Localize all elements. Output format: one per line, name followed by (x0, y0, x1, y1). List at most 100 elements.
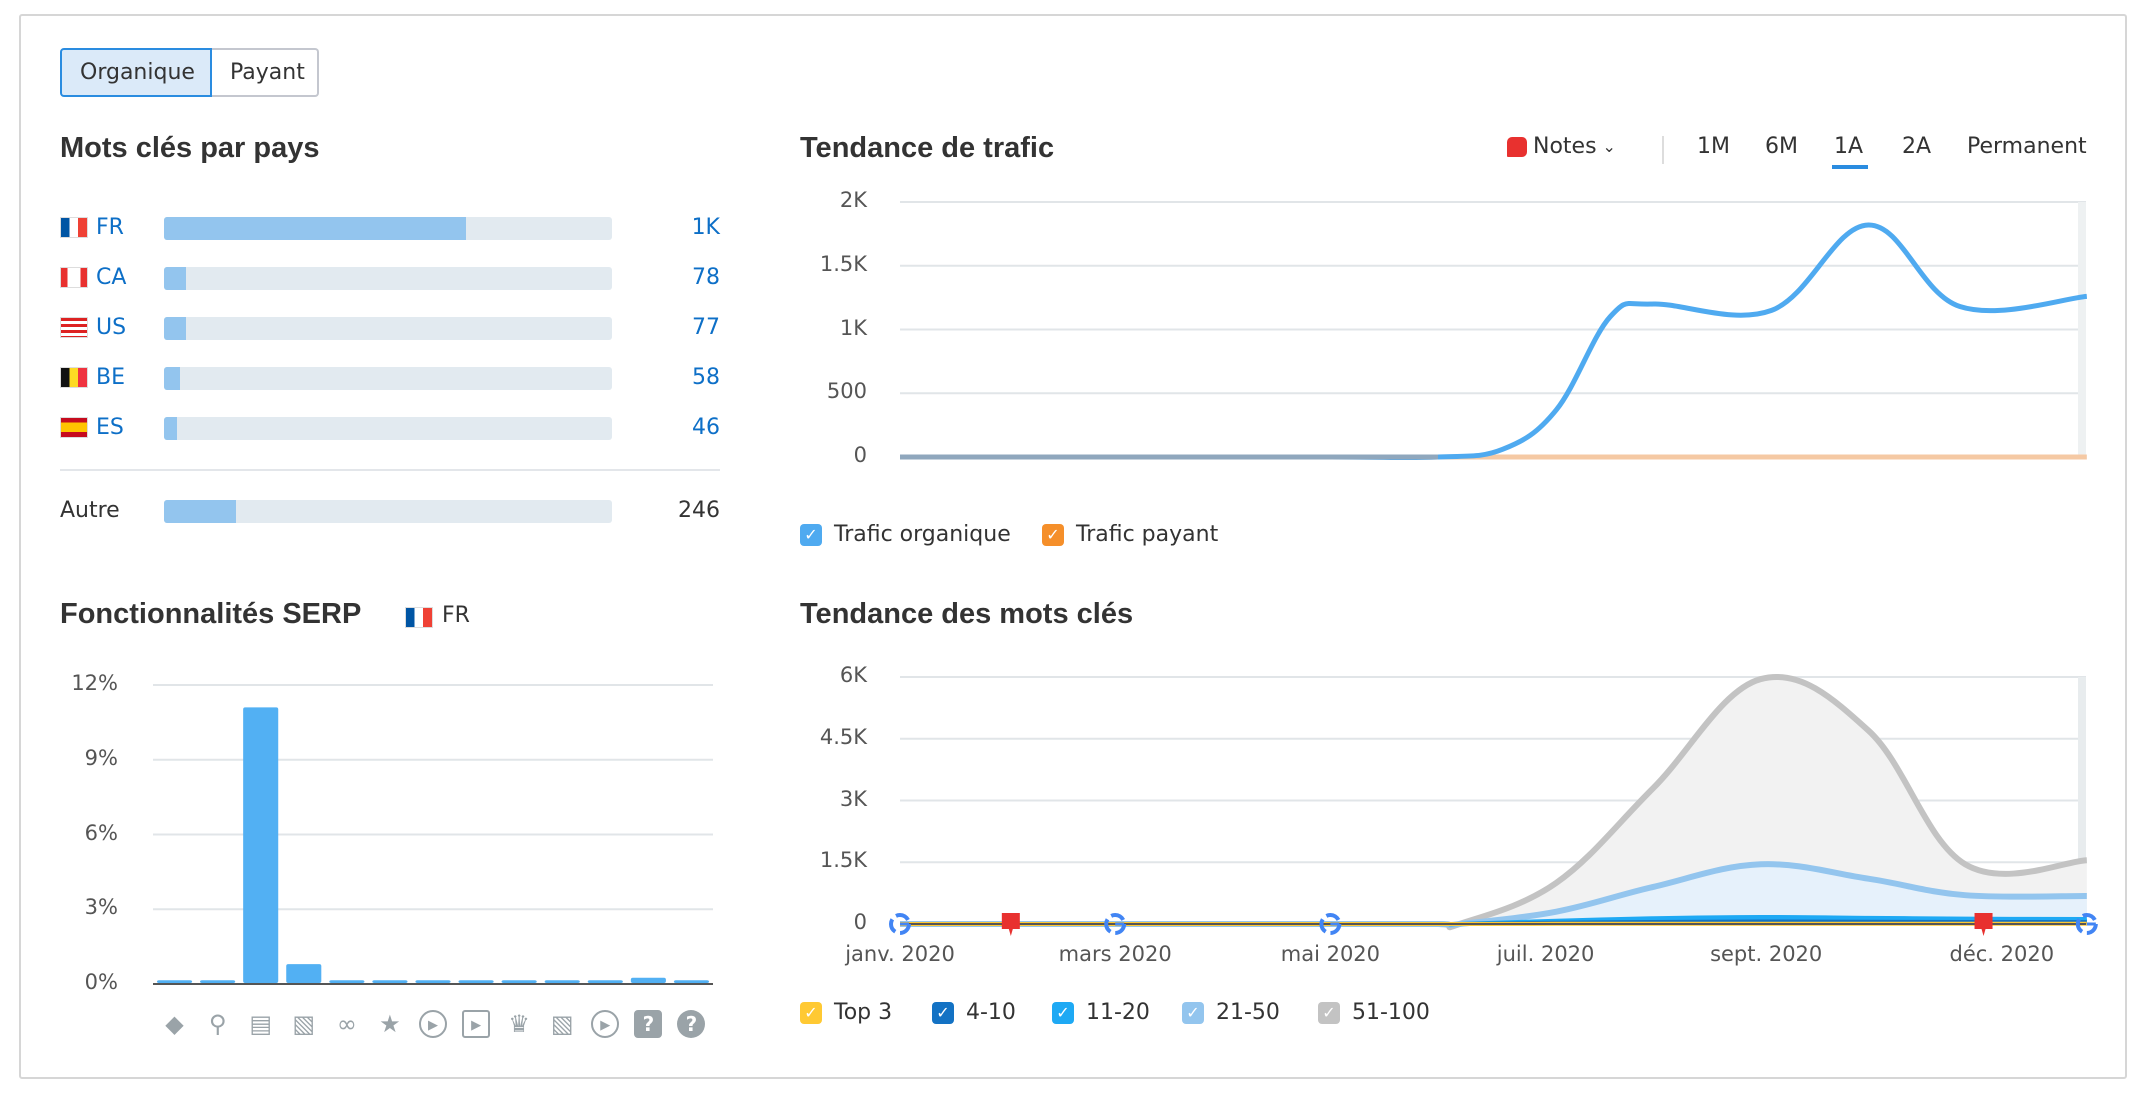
y-tick-label: 4.5K (819, 724, 867, 749)
country-code[interactable]: US (96, 315, 127, 340)
country-row-fr[interactable]: FR 1K (60, 213, 720, 243)
x-tick-label: janv. 2020 (845, 942, 955, 966)
y-tick-label: 3% (84, 895, 118, 920)
sitelinks-icon[interactable]: ∞ (336, 1010, 357, 1038)
country-row-other: Autre 246 (60, 496, 720, 526)
serp-bar[interactable] (587, 980, 623, 983)
country-bar-fill (164, 217, 466, 240)
legend-51-100[interactable]: ✓ 51-100 (1318, 1000, 1430, 1025)
legend-label: 11-20 (1086, 1000, 1150, 1025)
featured-video-icon[interactable]: ▶ (462, 1010, 491, 1038)
serp-bar[interactable] (673, 980, 709, 983)
legend-label: Trafic payant (1076, 522, 1219, 547)
local-pack-icon[interactable]: ⚲ (208, 1010, 227, 1038)
tab-organic[interactable]: Organique (60, 48, 212, 97)
country-bar-fill (164, 367, 180, 390)
google-update-icon[interactable] (2075, 913, 2098, 935)
google-update-icon[interactable] (1104, 913, 1127, 935)
image-icon[interactable]: ▧ (550, 1010, 574, 1038)
legend-label: Trafic organique (834, 522, 1011, 547)
serp-title: Fonctionnalités SERP (60, 598, 362, 630)
legend-organic[interactable]: ✓ Trafic organique (800, 522, 1011, 547)
checkbox-checked-icon: ✓ (1052, 1001, 1074, 1024)
serp-bar[interactable] (415, 980, 451, 983)
period-2a[interactable]: 2A (1902, 134, 1932, 159)
flag-be-icon (60, 367, 88, 388)
checkbox-checked-icon: ✓ (1042, 523, 1064, 546)
checkbox-checked-icon: ✓ (1182, 1001, 1204, 1024)
separator (1662, 136, 1664, 164)
faq-icon[interactable]: ? (634, 1010, 663, 1038)
serp-bar[interactable] (501, 980, 537, 983)
note-marker-icon[interactable] (1974, 913, 1993, 936)
country-code[interactable]: BE (96, 365, 125, 390)
checkbox-checked-icon: ✓ (1318, 1001, 1340, 1024)
country-value[interactable]: 46 (692, 415, 720, 440)
serp-bar[interactable] (329, 980, 365, 983)
legend-4-10[interactable]: ✓ 4-10 (932, 1000, 1016, 1025)
country-row-es[interactable]: ES 46 (60, 413, 720, 443)
serp-bar[interactable] (157, 980, 193, 983)
note-marker-icon[interactable] (1001, 913, 1020, 936)
country-value[interactable]: 78 (692, 265, 720, 290)
legend-21-50[interactable]: ✓ 21-50 (1182, 1000, 1280, 1025)
country-value[interactable]: 58 (692, 365, 720, 390)
legend-11-20[interactable]: ✓ 11-20 (1052, 1000, 1150, 1025)
x-tick-label: mai 2020 (1280, 942, 1381, 966)
serp-bar[interactable] (372, 980, 408, 983)
serp-bar[interactable] (630, 977, 666, 983)
video-icon[interactable]: ▶ (419, 1010, 447, 1038)
country-row-ca[interactable]: CA 78 (60, 263, 720, 293)
country-bar-fill (164, 317, 187, 340)
google-update-icon[interactable] (1319, 913, 1342, 935)
knowledge-panel-icon[interactable]: ◆ (165, 1010, 184, 1038)
active-period-underline (1832, 165, 1868, 169)
country-value[interactable]: 77 (692, 315, 720, 340)
country-row-be[interactable]: BE 58 (60, 363, 720, 393)
notes-dropdown[interactable]: Notes ⌄ (1507, 134, 1616, 159)
country-row-us[interactable]: US 77 (60, 313, 720, 343)
serp-country: FR (442, 603, 470, 628)
country-value[interactable]: 1K (691, 215, 720, 240)
x-tick-label: sept. 2020 (1710, 942, 1823, 966)
y-tick-label: 0 (853, 443, 867, 467)
tab-paid[interactable]: Payant (212, 48, 319, 97)
serp-bar[interactable] (200, 980, 236, 983)
period-1a[interactable]: 1A (1834, 134, 1864, 159)
period-6m[interactable]: 6M (1765, 134, 1798, 159)
featured-snippet-icon[interactable]: ▤ (249, 1010, 273, 1038)
x-tick-label: mars 2020 (1058, 942, 1172, 966)
country-code[interactable]: CA (96, 265, 127, 290)
country-code[interactable]: ES (96, 415, 124, 440)
y-tick-label: 1.5K (819, 251, 867, 276)
serp-bar[interactable] (458, 980, 494, 983)
note-icon (1507, 136, 1527, 157)
chart-edge-band (2078, 202, 2086, 457)
x-tick-label: juil. 2020 (1496, 942, 1595, 966)
other-bar-fill (164, 500, 236, 523)
other-bar (164, 500, 612, 523)
flag-fr-icon (405, 607, 433, 628)
period-1m[interactable]: 1M (1697, 134, 1730, 159)
people-also-ask-icon[interactable]: ? (677, 1010, 706, 1038)
y-tick-label: 1.5K (819, 848, 867, 873)
chart-edge-band (2078, 677, 2086, 924)
legend-top3[interactable]: ✓ Top 3 (800, 1000, 892, 1025)
country-code[interactable]: FR (96, 215, 124, 240)
y-tick-label: 9% (84, 745, 118, 770)
google-update-icon[interactable] (889, 913, 911, 935)
video-carousel-icon[interactable]: ▶ (591, 1010, 620, 1038)
serp-bar[interactable] (544, 980, 580, 983)
y-tick-label: 6% (84, 820, 118, 845)
image-pack-icon[interactable]: ▧ (292, 1010, 316, 1038)
serp-bar[interactable] (243, 707, 279, 983)
y-tick-label: 3K (839, 786, 867, 811)
serp-bar[interactable] (286, 964, 322, 983)
y-tick-label: 0% (84, 970, 118, 994)
chevron-down-icon: ⌄ (1602, 137, 1616, 156)
top-stories-icon[interactable]: ♛ (508, 1010, 530, 1038)
period-permanent[interactable]: Permanent (1967, 134, 2087, 159)
legend-paid[interactable]: ✓ Trafic payant (1042, 522, 1218, 547)
reviews-icon[interactable]: ★ (379, 1010, 401, 1038)
